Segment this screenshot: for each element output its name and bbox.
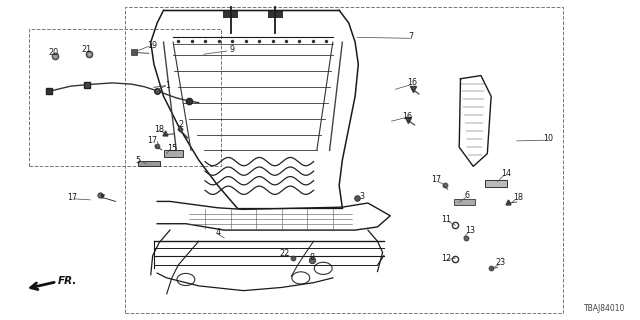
- Text: 21: 21: [82, 44, 92, 54]
- Text: 17: 17: [67, 193, 77, 202]
- Bar: [268, 10, 283, 18]
- Text: 4: 4: [215, 228, 220, 237]
- Text: 9: 9: [229, 44, 234, 54]
- Text: 18: 18: [513, 193, 523, 202]
- Text: 22: 22: [280, 249, 290, 258]
- Bar: [454, 199, 474, 204]
- Bar: [223, 10, 238, 18]
- Text: TBAJ84010: TBAJ84010: [584, 304, 625, 313]
- Text: 3: 3: [359, 192, 364, 201]
- Text: 1: 1: [166, 81, 170, 90]
- Text: 15: 15: [167, 144, 177, 153]
- Text: 8: 8: [310, 253, 315, 262]
- Text: 16: 16: [402, 112, 412, 121]
- Text: 2: 2: [178, 120, 183, 129]
- Text: 16: 16: [408, 78, 417, 87]
- Text: 5: 5: [136, 156, 141, 164]
- Bar: [484, 180, 507, 187]
- Text: 14: 14: [502, 169, 511, 178]
- Text: FR.: FR.: [58, 276, 77, 286]
- Text: 19: 19: [148, 41, 157, 50]
- Bar: [29, 29, 221, 166]
- Bar: [138, 161, 161, 166]
- Text: 6: 6: [465, 191, 469, 200]
- Text: 17: 17: [431, 175, 442, 184]
- Text: 18: 18: [154, 125, 164, 134]
- Text: 12: 12: [442, 254, 451, 263]
- Text: 23: 23: [495, 258, 505, 267]
- Text: 13: 13: [465, 226, 475, 235]
- Text: 10: 10: [543, 134, 554, 143]
- Bar: [125, 7, 563, 313]
- Text: 7: 7: [408, 32, 413, 41]
- Text: 20: 20: [48, 48, 58, 57]
- Text: 17: 17: [148, 136, 157, 145]
- Bar: [164, 150, 182, 157]
- Text: 11: 11: [442, 215, 451, 224]
